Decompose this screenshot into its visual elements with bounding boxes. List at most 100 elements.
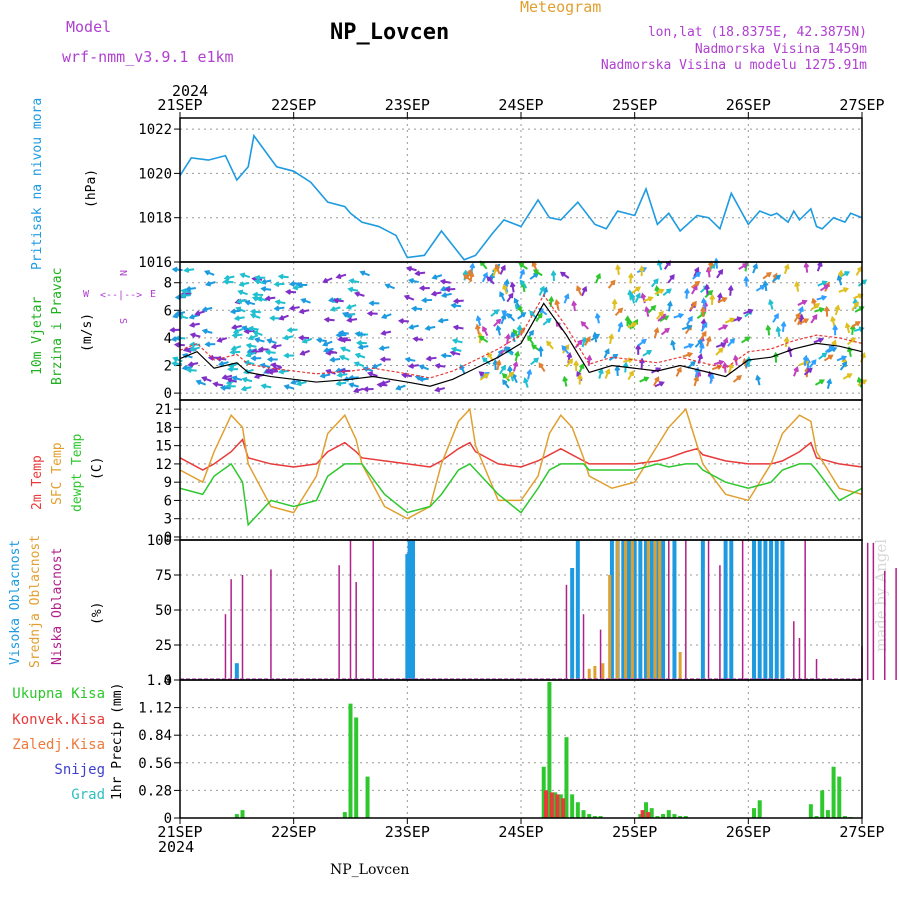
wind-arrowhead: [407, 363, 414, 369]
wind-arrowhead: [510, 331, 516, 338]
wind-arrowhead: [635, 286, 642, 292]
wind-arrowhead: [722, 337, 729, 344]
y-tick-label: 8: [164, 276, 172, 292]
wind-arrowhead: [252, 291, 259, 298]
meteogram-label: Meteogram: [520, 0, 602, 16]
wind-arrowhead: [226, 377, 233, 383]
wind-arrowhead: [697, 353, 704, 360]
wind-arrowhead: [188, 313, 195, 320]
wind-arrowhead: [577, 373, 583, 380]
wind-arrowhead: [505, 333, 511, 340]
y-tick-label: 1022: [138, 122, 172, 138]
cloud-low-bar: [741, 540, 744, 680]
wind-arrowhead: [418, 285, 425, 292]
precip-total-bar: [837, 776, 842, 818]
wind-arrowhead: [362, 386, 369, 393]
dir-east: E: [150, 289, 156, 300]
wind-arrowhead: [519, 268, 526, 275]
x-label-top: 24SEP: [498, 96, 543, 114]
wind-arrowhead: [286, 327, 293, 333]
wind-arrowhead: [212, 381, 219, 388]
wind-arrowhead: [581, 285, 588, 292]
wind-arrowhead: [528, 329, 534, 336]
wind-arrowhead: [366, 310, 373, 317]
y-tick-label: 25: [155, 638, 172, 654]
wind-arrowhead: [676, 366, 682, 373]
wind-arrowhead: [204, 341, 211, 348]
wind-arrowhead: [627, 272, 634, 279]
wind-arrowhead: [337, 336, 344, 343]
y-tick-label: 0.28: [138, 783, 172, 799]
wind-arrowhead: [695, 271, 702, 278]
wind-arrowhead: [273, 305, 280, 312]
wind-arrowhead: [580, 321, 587, 327]
wind-arrowhead: [269, 315, 276, 322]
wind-arrowhead: [404, 356, 411, 363]
wind-arrowhead: [640, 292, 647, 299]
wind-arrowhead: [183, 267, 190, 274]
wind-arrowhead: [345, 304, 352, 310]
wind-arrowhead: [855, 321, 861, 327]
wind-arrowhead: [784, 263, 790, 270]
wind-arrowhead: [513, 297, 519, 304]
wind-arrowhead: [278, 368, 285, 375]
wind-arrowhead: [266, 356, 273, 363]
t2m-line: [179, 438, 863, 471]
wind-arrowhead: [231, 332, 238, 339]
precip-total-bar: [644, 802, 649, 818]
wind-arrowhead: [844, 271, 851, 277]
wind-arrowhead: [802, 354, 809, 361]
wind-arrowhead: [773, 313, 779, 319]
wind-arrowhead: [562, 375, 568, 382]
wind-arrowhead: [319, 372, 326, 379]
wind-arrowhead: [708, 372, 715, 379]
wind-arrowhead: [533, 357, 540, 363]
wind-arrowhead: [397, 318, 404, 324]
wind-arrowhead: [659, 381, 665, 387]
wind-arrowhead: [647, 296, 654, 302]
wind-arrowhead: [700, 305, 706, 312]
altitude-label: Nadmorska Visina 1459m: [694, 42, 867, 57]
wind-arrowhead: [184, 286, 191, 292]
wind-arrowhead: [367, 371, 373, 377]
wind-arrowhead: [173, 341, 180, 348]
cloud-high-bar: [723, 540, 728, 680]
cloud-high-bar: [649, 540, 654, 680]
wind-arrowhead: [669, 274, 675, 280]
wind-arrowhead: [253, 337, 260, 343]
precip-total-bar: [564, 737, 569, 818]
wind-arrowhead: [699, 342, 705, 349]
wind-arrowhead: [745, 336, 751, 342]
wind-arrowhead: [654, 285, 660, 292]
y-tick-label: 100: [147, 533, 172, 549]
x-label-bottom: 26SEP: [726, 823, 771, 841]
x-label-bottom: 25SEP: [612, 823, 657, 841]
cloud-low-bar: [866, 542, 869, 680]
cloud-low-bar: [224, 614, 227, 680]
precip-total-bar: [683, 816, 688, 818]
cloud-mid-bar: [593, 666, 597, 680]
wind-arrowhead: [743, 275, 750, 282]
wind-arrowhead: [241, 376, 248, 383]
cloud-high-bar: [780, 540, 785, 680]
y-tick-label: 2: [164, 359, 172, 375]
cloud-high-bar: [661, 540, 666, 680]
wind-arrowhead: [338, 354, 345, 361]
wind-arrowhead: [834, 304, 841, 311]
wind-arrowhead: [628, 370, 634, 376]
wind-arrowhead: [798, 305, 804, 312]
wind-arrowhead: [434, 362, 441, 369]
cloud-high-bar: [621, 540, 626, 680]
cloud-low-bar: [804, 540, 806, 680]
precip-conv-bar: [549, 792, 554, 818]
wind-arrowhead: [288, 281, 295, 287]
precip-total-bar: [661, 814, 666, 818]
wind-arrowhead: [550, 270, 557, 276]
wind-arrowhead: [564, 293, 570, 300]
wind-arrowhead: [783, 336, 790, 343]
cloud-low-bar: [582, 614, 585, 680]
cloud-low-bar: [668, 540, 670, 680]
wind-arrowhead: [836, 274, 843, 281]
wind-arrowhead: [614, 365, 621, 371]
wind-arrowhead: [639, 357, 645, 364]
